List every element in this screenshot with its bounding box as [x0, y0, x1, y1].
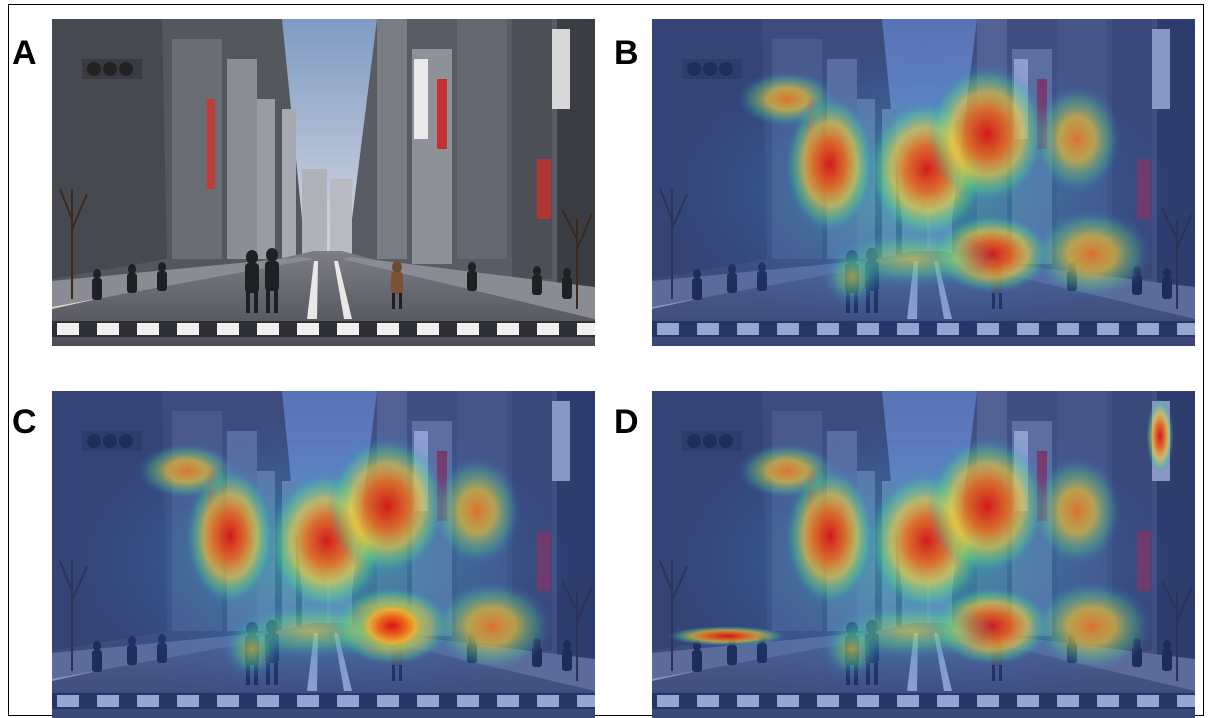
panel-label-a: A: [12, 34, 37, 72]
street-photo: [52, 19, 595, 346]
panel-d-heatmap: [652, 391, 1195, 718]
heatmap-c: [52, 391, 595, 718]
panel-a-photo: [52, 19, 595, 346]
heatmap-d: [652, 391, 1195, 718]
figure-frame: [8, 4, 1204, 716]
panel-label-b: B: [614, 34, 639, 72]
panel-label-d: D: [614, 403, 639, 441]
heatmap-b: [652, 19, 1195, 346]
panel-label-c: C: [12, 403, 37, 441]
panel-c-heatmap: [52, 391, 595, 718]
panel-b-heatmap: [652, 19, 1195, 346]
